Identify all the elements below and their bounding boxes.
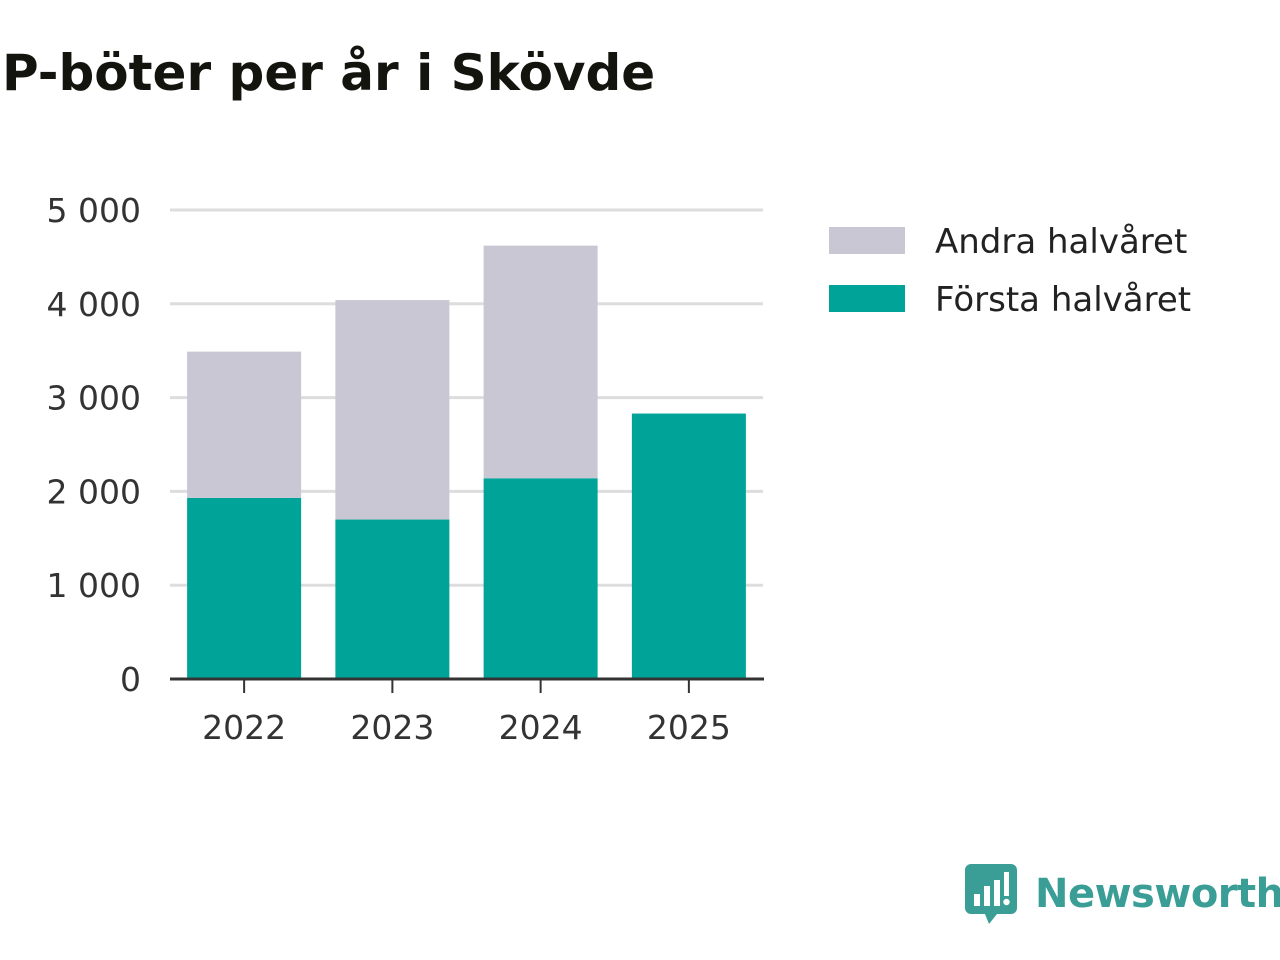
bar-2023	[335, 519, 450, 679]
bar-2022	[187, 497, 302, 679]
legend-swatch	[829, 227, 905, 254]
newsworthy-logo-icon	[965, 864, 1017, 924]
y-tick-label: 0	[120, 660, 141, 699]
bar-2022	[187, 351, 302, 498]
bar-2025	[631, 413, 746, 679]
y-tick-label: 5 000	[47, 191, 141, 230]
y-tick-label: 4 000	[47, 285, 141, 324]
brand-name: Newsworthy	[1035, 871, 1280, 917]
y-tick-label: 2 000	[47, 472, 141, 511]
y-tick-label: 3 000	[47, 379, 141, 418]
x-tick-label: 2022	[202, 708, 286, 747]
brand: Newsworthy	[965, 864, 1280, 924]
bar-2024	[483, 245, 598, 479]
bar-2023	[335, 300, 450, 520]
legend-label: Första halvåret	[935, 280, 1191, 320]
legend-swatch	[829, 285, 905, 312]
x-tick-label: 2024	[499, 708, 583, 747]
y-tick-label: 1 000	[47, 566, 141, 605]
bars	[187, 245, 746, 679]
x-tick-label: 2025	[647, 708, 731, 747]
x-tick-label: 2023	[350, 708, 434, 747]
legend-label: Andra halvåret	[935, 222, 1187, 262]
bar-2024	[483, 478, 598, 679]
axes: 0 1 000 2 000 3 000 4 000 5 000 2022 2023 2024 20…	[47, 191, 764, 747]
chart-title: P-böter per år i Skövde	[2, 44, 656, 102]
legend: Andra halvåret Första halvåret	[829, 222, 1191, 320]
